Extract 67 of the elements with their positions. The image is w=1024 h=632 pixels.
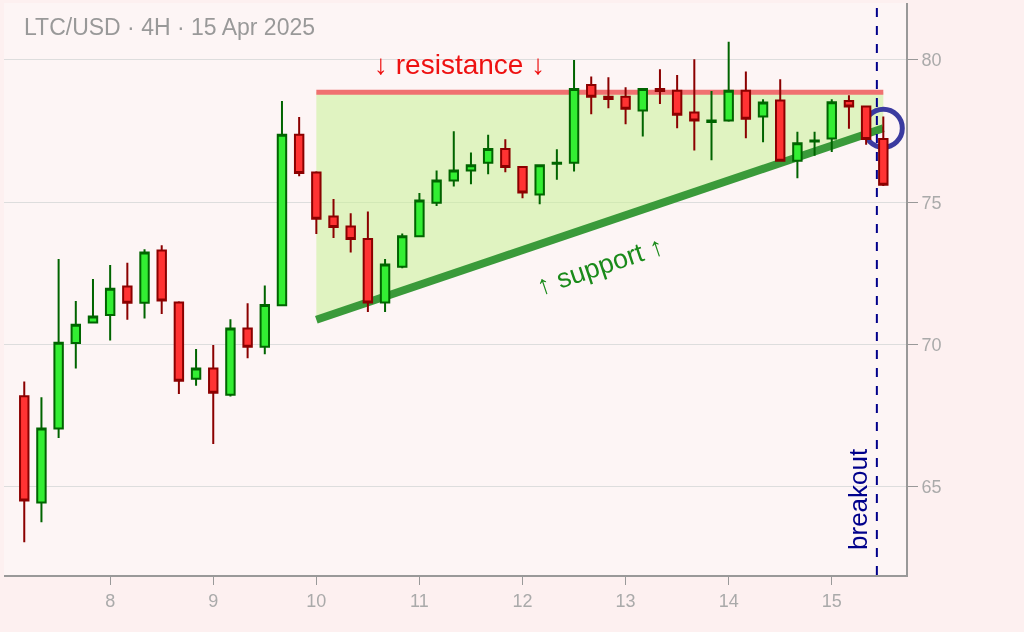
candlestick (242, 302, 253, 360)
candlestick (878, 115, 889, 187)
candlestick (259, 284, 270, 356)
candlestick (70, 299, 82, 370)
series-label: ↓ resistance ↓ (374, 49, 546, 80)
candlestick (671, 74, 683, 130)
y-tick-label: 65 (921, 477, 942, 498)
text: ↑ support ↑ (532, 230, 668, 302)
candlestick (225, 318, 236, 398)
candlestick (104, 264, 116, 342)
candlestick (276, 99, 288, 308)
candlestick (36, 396, 47, 524)
candlestick (586, 75, 597, 116)
candlestick (431, 169, 442, 207)
x-tick-label: 10 (306, 590, 327, 611)
candlestick (723, 40, 734, 123)
candlestick (19, 380, 30, 544)
candlestick (482, 133, 494, 176)
candlestick (706, 89, 717, 162)
x-tick-label: 11 (410, 590, 429, 611)
x-tick-label: 13 (615, 590, 636, 611)
candlestick (87, 278, 99, 324)
candlestick (568, 58, 580, 173)
y-tick-label: 70 (921, 334, 942, 355)
candlestick (517, 165, 528, 200)
x-tick-label: 14 (718, 590, 739, 611)
text: LTC/USD · 4H · 15 Apr 2025 (24, 14, 316, 40)
candlestick (293, 116, 305, 178)
candlestick (689, 58, 700, 152)
candlestick (448, 130, 459, 188)
candlestick (792, 130, 803, 180)
candlestick (465, 151, 477, 186)
candlestick (534, 164, 545, 206)
candlestick (328, 198, 339, 240)
candlestick (173, 300, 185, 396)
candlestick (208, 344, 219, 446)
candlestick (156, 244, 167, 316)
candlestick (500, 138, 511, 174)
candlestick (654, 68, 666, 106)
x-tick-label: 8 (105, 590, 116, 611)
candlestick (362, 210, 374, 314)
candlestick (620, 86, 631, 126)
candlestick (122, 261, 133, 321)
candlestick (843, 94, 855, 130)
candlestick (740, 70, 752, 140)
x-tick-label: 9 (208, 590, 219, 611)
candlestick (397, 232, 408, 270)
candlestick (190, 348, 202, 387)
candlestick (345, 212, 356, 254)
candlestick (414, 192, 425, 238)
candlestick (139, 248, 150, 320)
candlestick (311, 170, 322, 236)
candlestick (379, 258, 391, 314)
candlestick (860, 105, 872, 146)
candlestick (757, 98, 769, 144)
y-tick-label: 80 (921, 50, 942, 71)
candlestick (551, 148, 563, 181)
ref-line-label: breakout (842, 448, 873, 550)
candlestick (809, 130, 820, 157)
candlestick (603, 76, 614, 110)
x-tick-label: 12 (512, 590, 533, 611)
x-tick-label: 15 (821, 590, 842, 611)
y-tick-label: 75 (921, 192, 942, 213)
candlestick (53, 258, 64, 440)
candlestick (637, 87, 648, 138)
candlestick (775, 78, 786, 163)
candlestick (826, 98, 837, 154)
